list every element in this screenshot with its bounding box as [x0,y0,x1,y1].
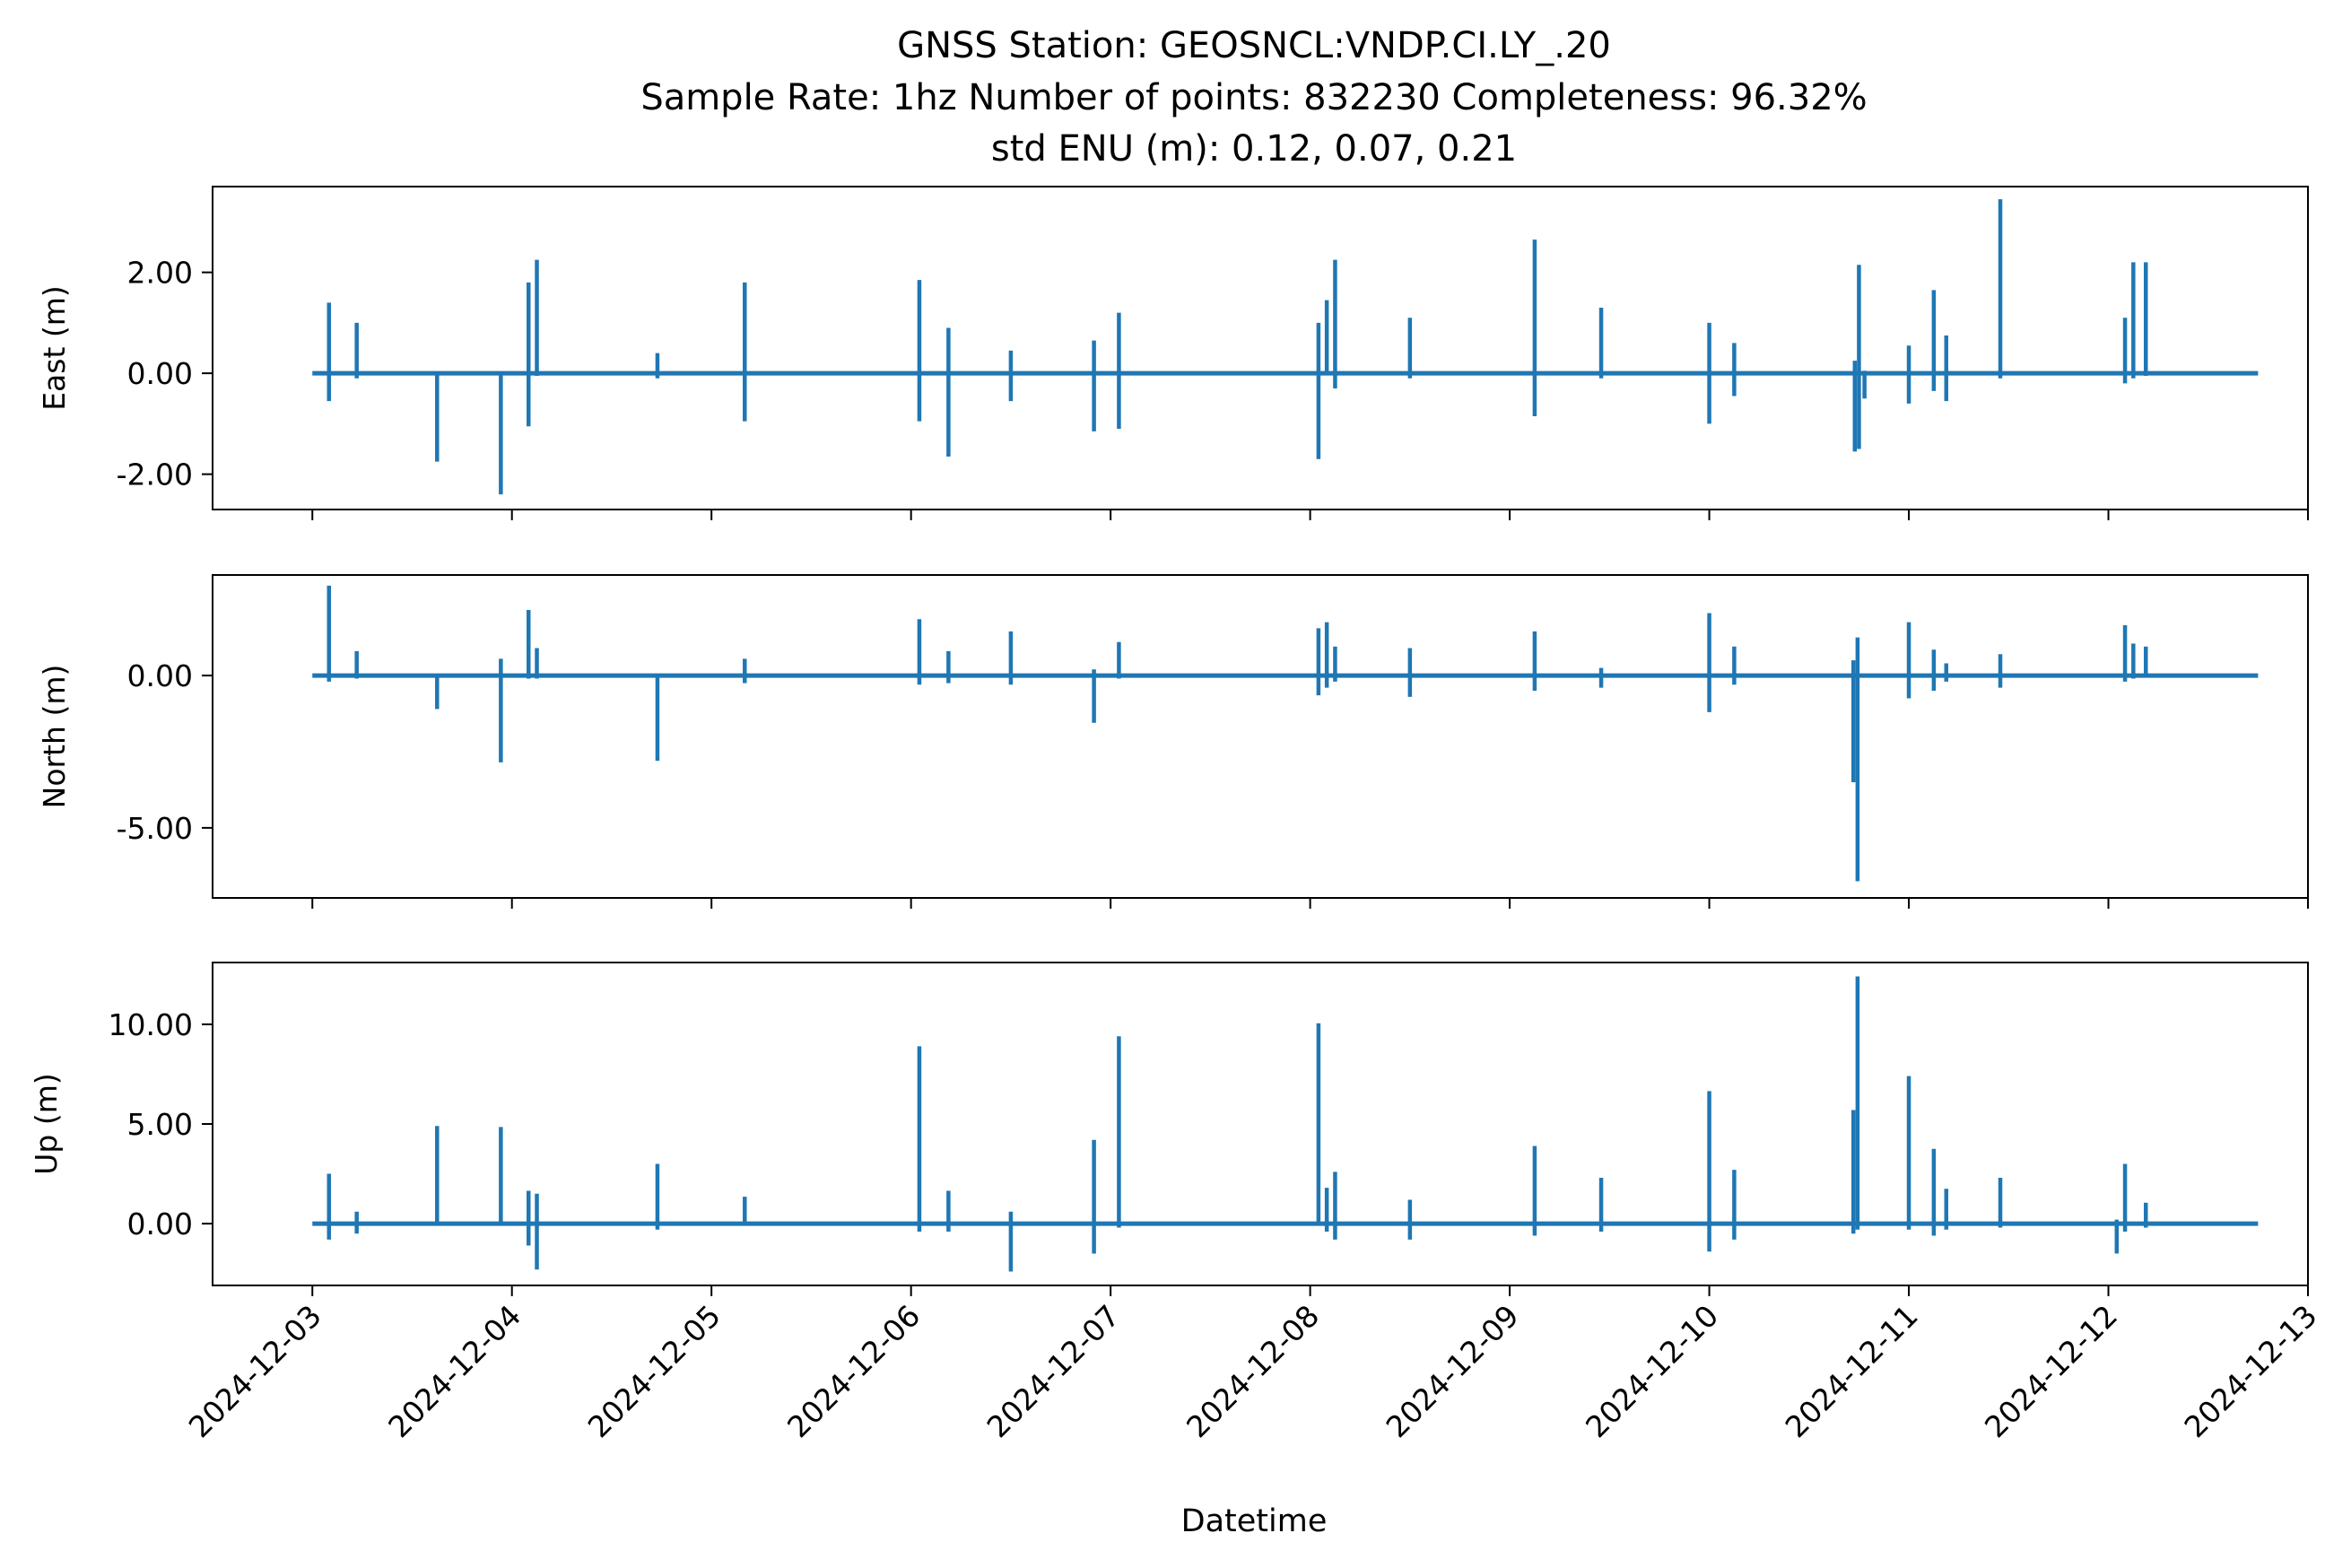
y-axis-label: Up (m) [29,1073,64,1175]
y-axis-label: East (m) [37,285,72,411]
subplot-1: -2.00 0.00 2.00 East (m) [37,186,2309,520]
axes-frame [212,186,2309,510]
axes-frame [212,574,2309,899]
subplot-2: -5.00 0.00 North (m) [37,574,2309,909]
subplot-panels: -2.00 0.00 2.00 East (m) -5.00 0.00 North (m) 0… [29,186,2309,1296]
x-axis-label: Datetime [1181,1503,1328,1539]
chart-title-line-3: std ENU (m): 0.12, 0.07, 0.21 [991,128,1517,170]
y-tick-label: 0.00 [127,356,193,391]
subplot-3: 0.00 5.00 10.00 Up (m) [29,962,2309,1296]
y-tick-label: 5.00 [127,1107,193,1142]
y-tick-label: 0.00 [127,658,193,693]
y-tick-label: 0.00 [127,1206,193,1241]
y-tick-label: -5.00 [117,811,193,846]
chart-title-line-2: Sample Rate: 1hz Number of points: 83223… [640,77,1867,118]
chart-title-line-1: GNSS Station: GEOSNCL:VNDP.CI.LY_.20 [897,25,1611,66]
y-tick-label: 10.00 [109,1007,193,1042]
y-tick-label: 2.00 [127,256,193,291]
y-tick-label: -2.00 [117,457,193,492]
y-axis-label: North (m) [37,665,72,809]
